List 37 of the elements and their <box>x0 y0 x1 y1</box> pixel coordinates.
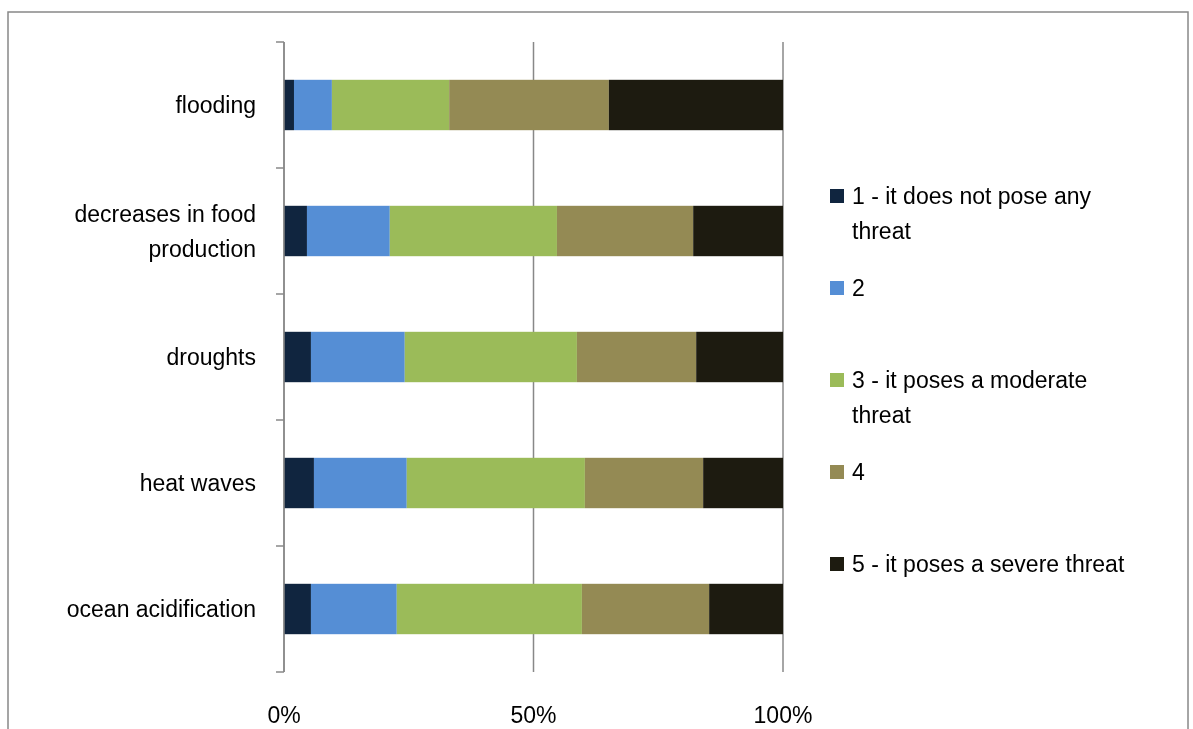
bar <box>306 205 390 257</box>
bar <box>581 583 710 635</box>
bar <box>404 331 577 383</box>
bar <box>608 79 783 131</box>
bar <box>449 79 609 131</box>
bar <box>396 583 582 635</box>
bar <box>310 331 405 383</box>
bar <box>703 457 783 509</box>
x-tick-label: 50% <box>510 702 557 728</box>
bar <box>284 457 314 509</box>
y-tick-label: ocean acidification <box>66 596 256 622</box>
legend-label: 3 - it poses a moderate threat <box>852 367 1088 428</box>
x-tick-label: 0% <box>267 702 301 728</box>
bar <box>576 331 697 383</box>
y-tick-label: heat waves <box>139 470 256 496</box>
bar <box>284 583 311 635</box>
bar <box>709 583 783 635</box>
bar <box>584 457 704 509</box>
bar <box>696 331 783 383</box>
bar <box>406 457 585 509</box>
legend-label: 5 - it poses a severe threat <box>852 551 1125 577</box>
x-tick-label: 100% <box>753 702 813 728</box>
bar <box>310 583 397 635</box>
legend-label: 2 <box>852 275 865 301</box>
y-tick-label: droughts <box>166 344 256 370</box>
bar <box>284 331 311 383</box>
legend-label: 4 <box>852 459 865 485</box>
bar <box>693 205 783 257</box>
y-tick-label: decreases in food production <box>74 200 256 262</box>
bar <box>331 79 450 131</box>
bar <box>389 205 557 257</box>
bar <box>284 205 307 257</box>
y-tick-label: flooding <box>175 92 256 118</box>
bar <box>556 205 694 257</box>
bar <box>313 457 407 509</box>
legend-label: 1 - it does not pose any threat <box>852 183 1092 244</box>
bar <box>293 79 332 131</box>
